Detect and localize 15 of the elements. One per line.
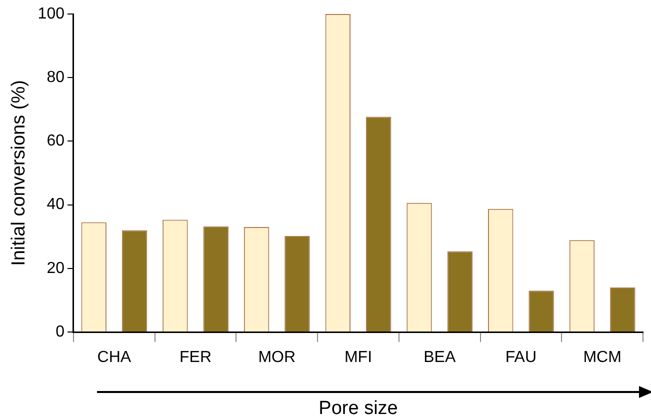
y-tick-label: 60 bbox=[46, 132, 65, 150]
x-tick-label: FAU bbox=[505, 349, 537, 366]
x-axis-title: Pore size bbox=[318, 398, 398, 419]
x-tick-label: CHA bbox=[97, 349, 132, 366]
y-tick-label: 0 bbox=[56, 323, 65, 340]
y-tick-label: 20 bbox=[46, 260, 65, 277]
x-tick-label: MOR bbox=[258, 349, 296, 366]
y-axis-title: Initial conversions (%) bbox=[8, 80, 30, 266]
y-tick-label: 80 bbox=[46, 69, 65, 86]
x-tick-label: MFI bbox=[344, 349, 372, 366]
x-tick-label: FER bbox=[180, 349, 212, 366]
x-tick-label: MCM bbox=[583, 349, 622, 366]
y-tick-label: 100 bbox=[38, 5, 65, 22]
x-tick-label: BEA bbox=[424, 349, 456, 366]
y-tick-label: 40 bbox=[46, 196, 65, 214]
